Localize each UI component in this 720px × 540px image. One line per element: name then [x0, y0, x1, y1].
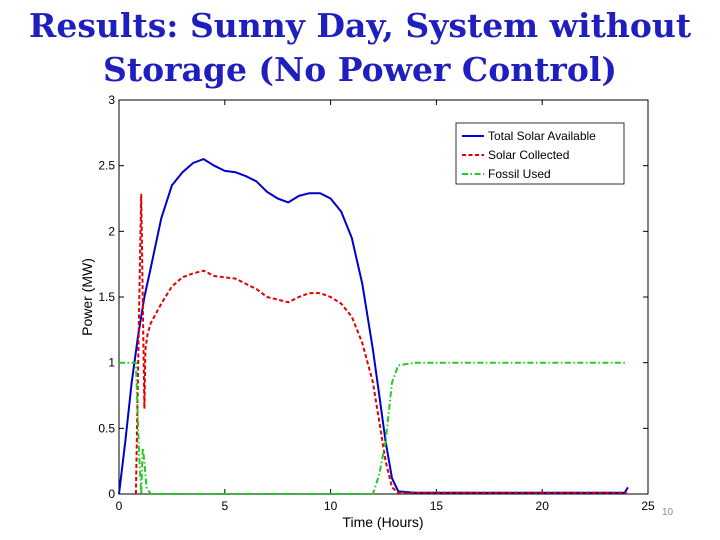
y-tick-label: 1.5 — [98, 290, 115, 304]
page-number: 10 — [662, 507, 674, 518]
slide-title-line-2: Storage (No Power Control) — [103, 50, 617, 89]
y-tick-label: 0.5 — [98, 421, 115, 435]
x-tick-label: 15 — [430, 499, 444, 513]
series-line-fossil-used — [119, 361, 627, 495]
y-tick-label: 2.5 — [98, 159, 115, 173]
slide-title-line-1: Results: Sunny Day, System without — [28, 6, 692, 45]
y-axis-label: Power (MW) — [79, 258, 95, 336]
y-tick-label: 2 — [108, 224, 115, 238]
slide-title: Results: Sunny Day, System without Stora… — [0, 4, 720, 92]
x-tick-label: 25 — [641, 499, 655, 513]
x-axis-label: Time (Hours) — [342, 514, 423, 530]
x-tick-label: 5 — [221, 499, 228, 513]
series-lines — [118, 158, 629, 495]
y-tick-label: 3 — [108, 93, 115, 107]
legend-label: Solar Collected — [488, 148, 569, 162]
series-line-total-solar-available — [118, 158, 629, 495]
x-tick-label: 0 — [116, 499, 123, 513]
legend-label: Total Solar Available — [488, 129, 596, 143]
y-tick-label: 0 — [108, 487, 115, 501]
x-tick-label: 20 — [536, 499, 550, 513]
x-tick-label: 10 — [324, 499, 338, 513]
y-tick-label: 1 — [108, 356, 115, 370]
legend: Total Solar Available Solar Collected Foss… — [455, 122, 625, 185]
legend-label: Fossil Used — [488, 167, 551, 181]
axis-ticks: 0 5 10 15 20 25 0 0.5 1 1.5 2 2.5 3 — [98, 93, 655, 513]
series-line-solar-collected — [134, 193, 627, 495]
